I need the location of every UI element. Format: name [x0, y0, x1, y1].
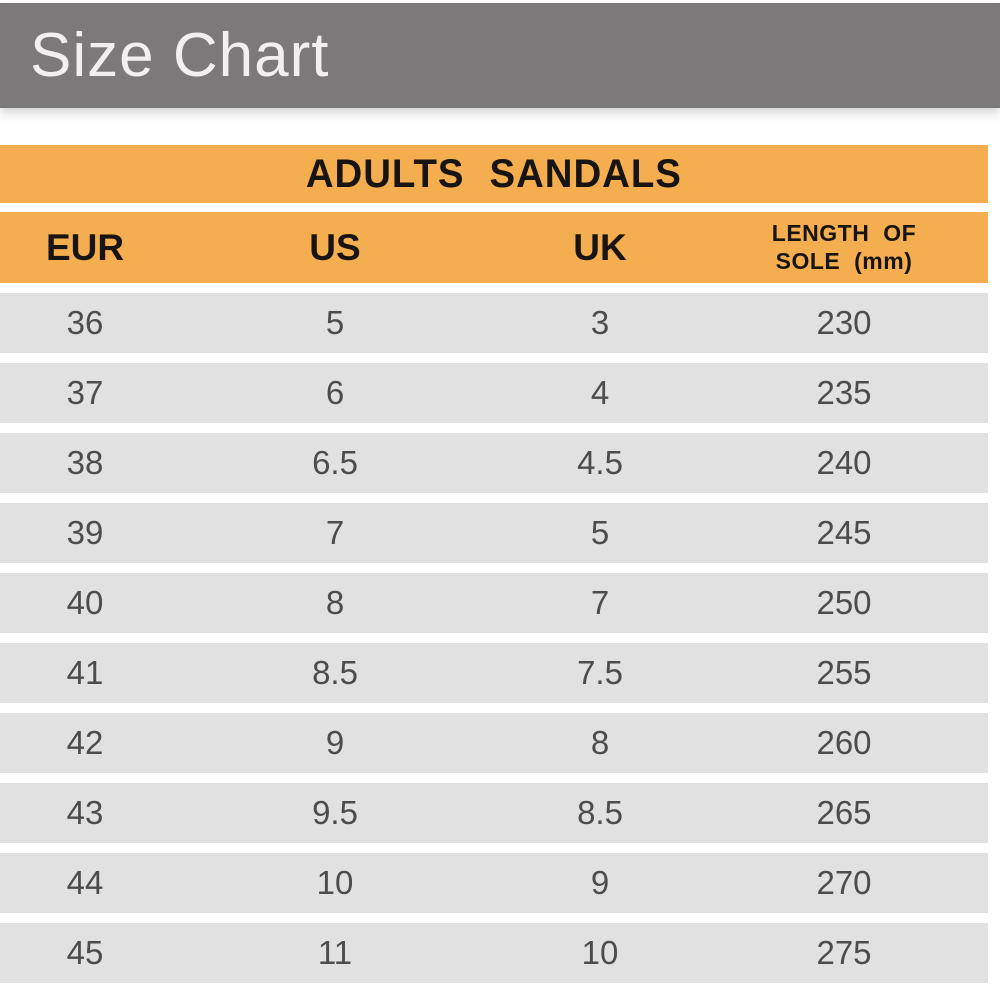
- column-header-us: US: [309, 226, 361, 268]
- table-row: 41 8.5 7.5 255: [0, 643, 988, 703]
- table-cell: 5: [325, 304, 345, 341]
- table-cell: 39: [66, 514, 104, 551]
- table-cell: 260: [816, 724, 872, 761]
- table-cell: 8: [325, 584, 345, 621]
- table-row: 39 7 5 245: [0, 503, 988, 563]
- table-cell: 37: [66, 374, 104, 411]
- table-cell: 36: [66, 304, 104, 341]
- table-cell: 40: [66, 584, 104, 621]
- table-cell: 265: [816, 794, 872, 831]
- table-cell: 6.5: [312, 444, 358, 481]
- table-row: 40 8 7 250: [0, 573, 988, 633]
- column-header-uk: UK: [573, 226, 627, 268]
- table-row: 42 9 8 260: [0, 713, 988, 773]
- size-chart-table: ADULTS SANDALS EUR US UK LENGTH OF SOLE …: [0, 145, 988, 993]
- table-cell: 8: [590, 724, 610, 761]
- table-cell: 7.5: [577, 654, 623, 691]
- table-cell: 5: [590, 514, 610, 551]
- table-cell: 44: [66, 864, 104, 901]
- table-cell: 4.5: [577, 444, 623, 481]
- table-cell: 6: [325, 374, 345, 411]
- table-row: 45 11 10 275: [0, 923, 988, 983]
- table-title-bar: ADULTS SANDALS: [0, 145, 988, 203]
- table-cell: 7: [590, 584, 610, 621]
- table-cell: 240: [816, 444, 872, 481]
- table-cell: 230: [816, 304, 872, 341]
- table-cell: 38: [66, 444, 104, 481]
- table-title: ADULTS SANDALS: [305, 151, 683, 196]
- table-row: 38 6.5 4.5 240: [0, 433, 988, 493]
- table-cell: 250: [816, 584, 872, 621]
- table-cell: 7: [325, 514, 345, 551]
- table-cell: 11: [317, 934, 353, 971]
- table-cell: 275: [816, 934, 872, 971]
- table-cell: 270: [816, 864, 872, 901]
- table-cell: 9.5: [312, 794, 358, 831]
- column-header-eur: EUR: [45, 226, 125, 268]
- table-cell: 245: [816, 514, 872, 551]
- table-row: 37 6 4 235: [0, 363, 988, 423]
- table-cell: 45: [66, 934, 104, 971]
- table-cell: 10: [316, 864, 354, 901]
- table-cell: 255: [816, 654, 872, 691]
- table-header-row: EUR US UK LENGTH OF SOLE (mm): [0, 212, 988, 283]
- table-row: 44 10 9 270: [0, 853, 988, 913]
- table-cell: 42: [66, 724, 104, 761]
- table-cell: 235: [816, 374, 872, 411]
- column-header-sole-length: LENGTH OF SOLE (mm): [771, 220, 917, 274]
- table-cell: 41: [66, 654, 104, 691]
- table-cell: 8.5: [312, 654, 358, 691]
- table-cell: 4: [590, 374, 610, 411]
- table-cell: 9: [590, 864, 610, 901]
- table-cell: 10: [581, 934, 619, 971]
- page-title: Size Chart: [30, 21, 330, 90]
- table-row: 43 9.5 8.5 265: [0, 783, 988, 843]
- table-cell: 9: [325, 724, 345, 761]
- table-cell: 8.5: [577, 794, 623, 831]
- table-cell: 43: [66, 794, 104, 831]
- page-header-banner: Size Chart: [0, 3, 1000, 108]
- table-cell: 3: [590, 304, 610, 341]
- table-row: 36 5 3 230: [0, 293, 988, 353]
- table-body: 36 5 3 230 37 6 4 235 38 6.5 4.5 240 39 7 5 245 40 8 7 250 4…: [0, 293, 988, 983]
